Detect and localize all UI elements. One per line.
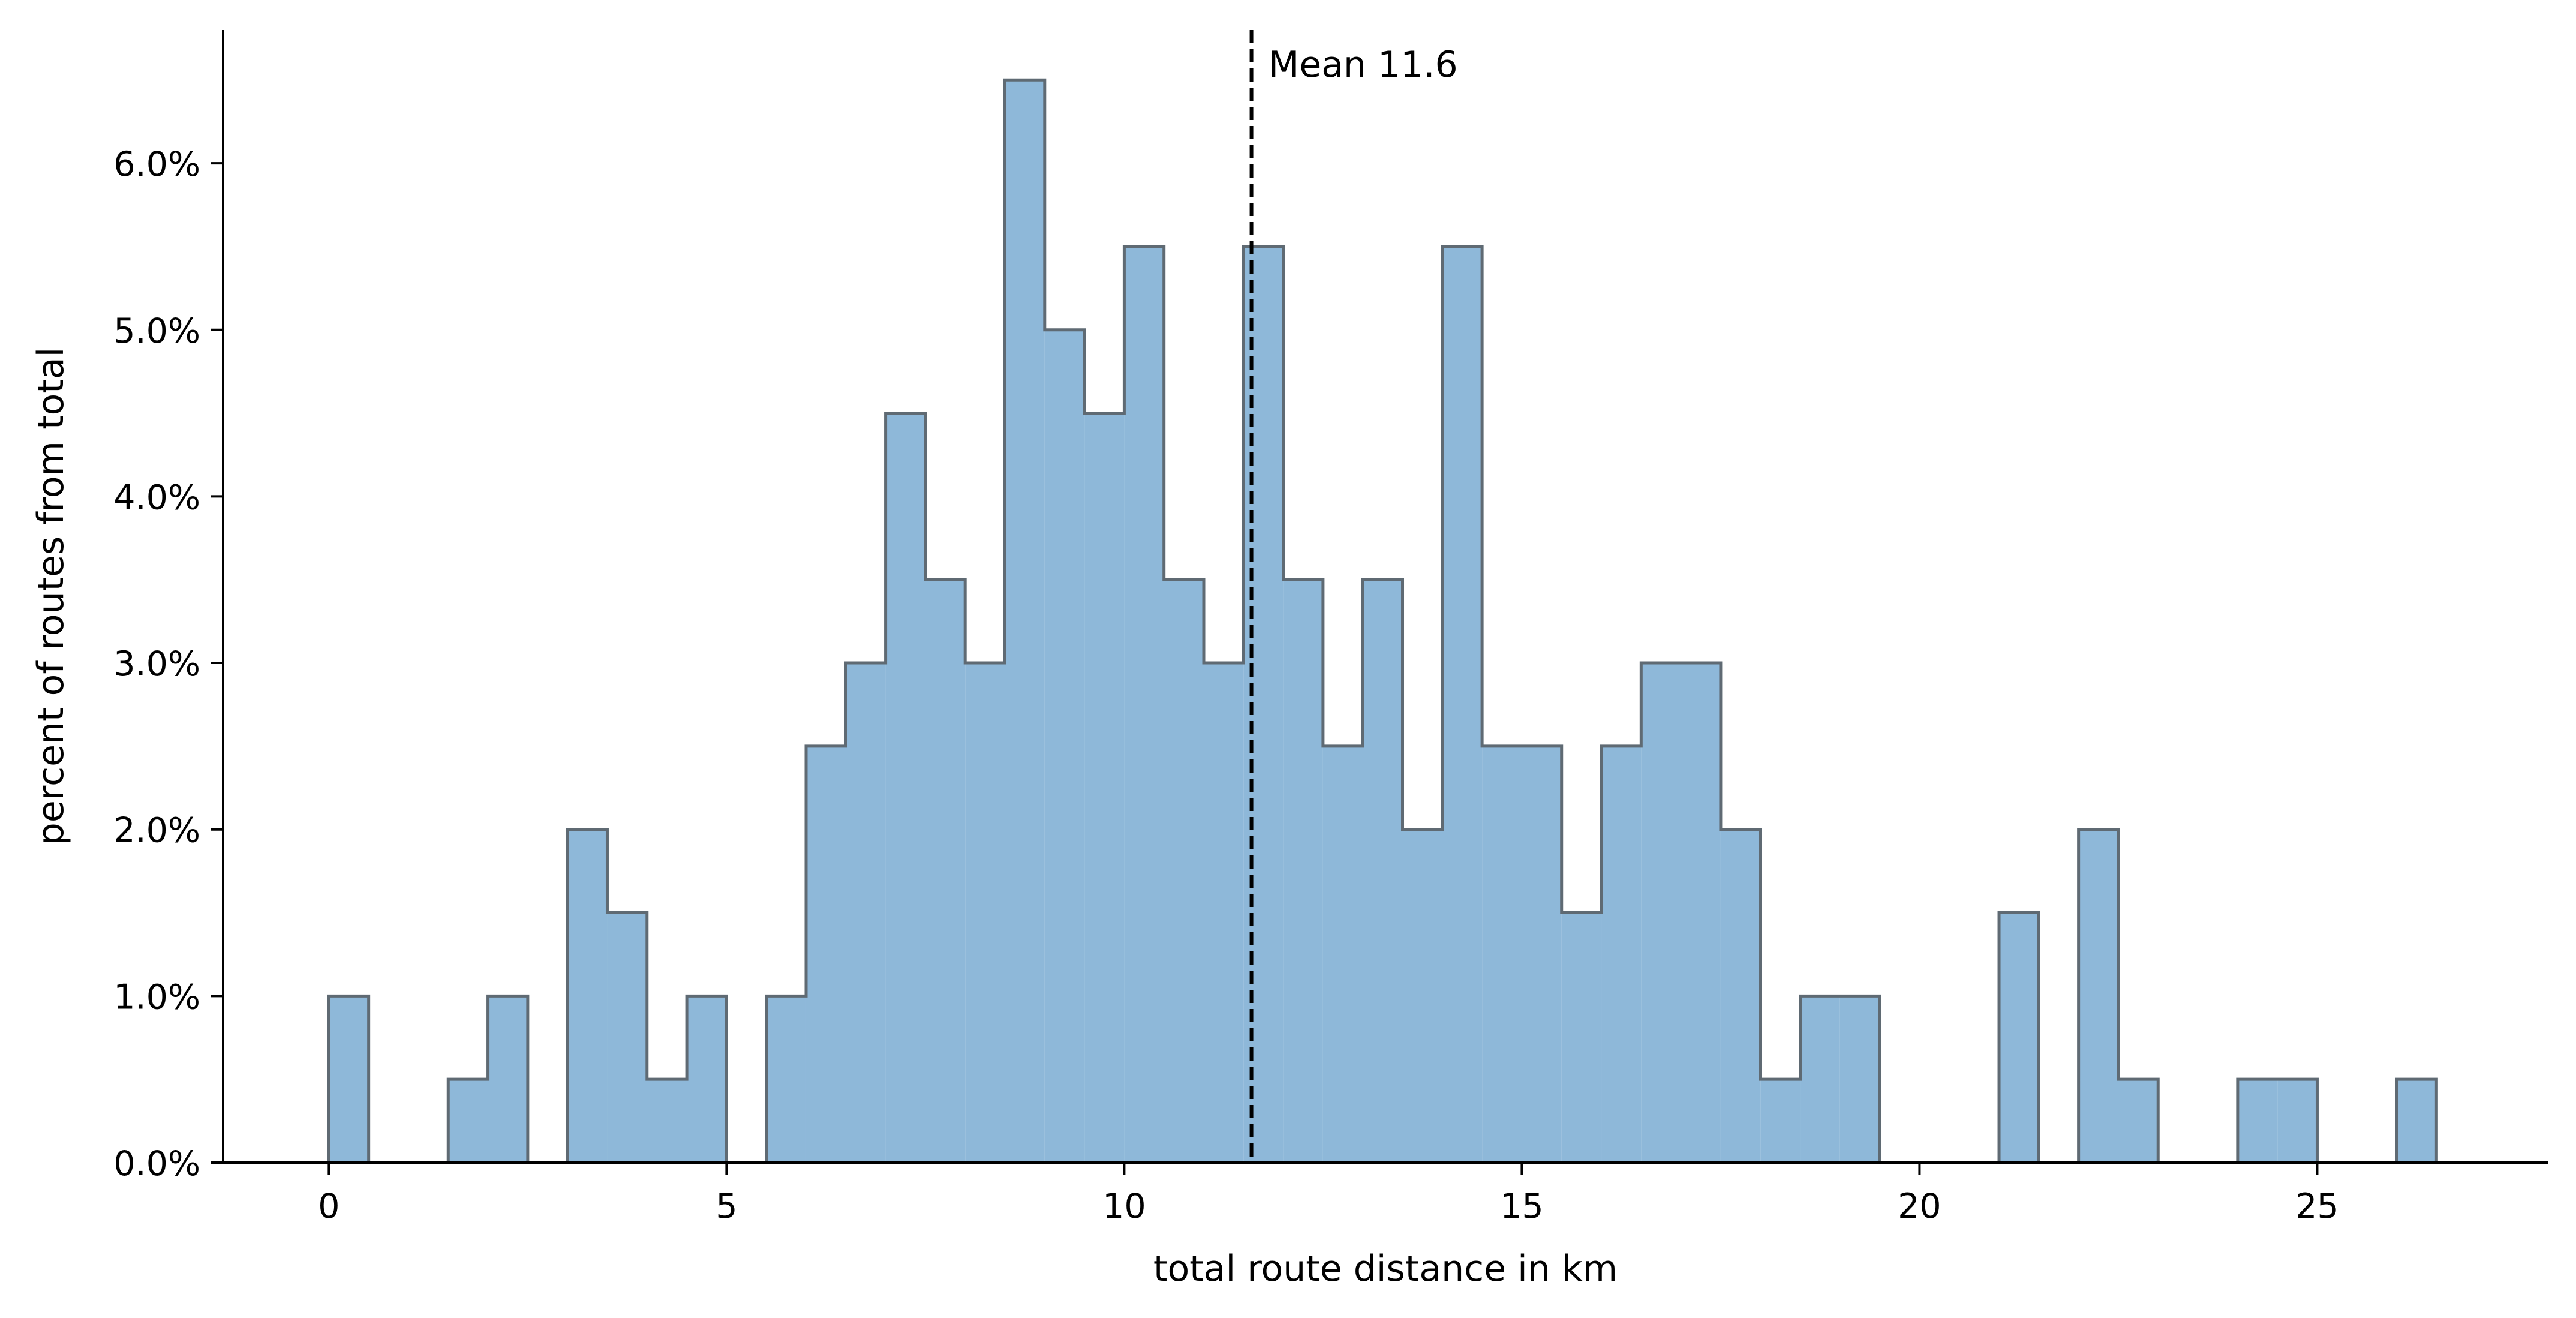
x-tick-label: 10 xyxy=(1102,1187,1146,1226)
histogram-bar xyxy=(965,663,1005,1163)
y-tick-label: 2.0% xyxy=(113,811,200,851)
histogram-bar xyxy=(1243,246,1284,1163)
histogram-bar xyxy=(1681,663,1721,1163)
histogram-bar xyxy=(1005,80,1045,1163)
histogram-bars xyxy=(327,78,2438,1164)
x-tick-label: 0 xyxy=(318,1187,339,1226)
y-tick-label: 5.0% xyxy=(113,311,200,351)
histogram-bar xyxy=(1044,329,1085,1163)
x-tick-label: 5 xyxy=(716,1187,737,1226)
histogram-bar xyxy=(846,663,886,1163)
histogram-bar xyxy=(766,996,806,1163)
histogram-bar xyxy=(2078,829,2118,1163)
histogram-bar xyxy=(1204,663,1244,1163)
histogram-bar xyxy=(329,996,369,1163)
histogram-bar xyxy=(1800,996,1840,1163)
histogram-bar xyxy=(2118,1079,2159,1163)
y-axis-label: percent of routes from total xyxy=(30,347,72,846)
histogram-bar xyxy=(1522,746,1562,1163)
histogram-bar xyxy=(885,413,925,1163)
histogram-bar xyxy=(1641,663,1681,1163)
y-axis-ticks: 0.0% 1.0% 2.0% 3.0% 4.0% 5.0% 6.0% xyxy=(113,145,223,1184)
histogram-bar xyxy=(925,580,966,1163)
histogram-bar xyxy=(488,996,528,1163)
histogram-bar xyxy=(1124,246,1164,1163)
histogram-bar xyxy=(1482,746,1522,1163)
histogram-bar xyxy=(1442,246,1483,1163)
x-tick-label: 20 xyxy=(1898,1187,1941,1226)
y-tick-label: 6.0% xyxy=(113,145,200,184)
mean-annotation: Mean 11.6 xyxy=(1249,30,1458,1163)
histogram-bar xyxy=(1283,580,1323,1163)
histogram-bar xyxy=(1084,413,1125,1163)
histogram-bar xyxy=(2277,1079,2318,1163)
y-tick-label: 0.0% xyxy=(113,1144,200,1184)
histogram-bar xyxy=(647,1079,687,1163)
x-tick-label: 25 xyxy=(2295,1187,2339,1226)
y-tick-label: 3.0% xyxy=(113,644,200,684)
histogram-bar xyxy=(1601,746,1642,1163)
histogram-bar xyxy=(567,829,608,1163)
x-axis-ticks: 0 5 10 15 20 25 xyxy=(318,1163,2339,1226)
histogram-bar xyxy=(1164,580,1204,1163)
histogram-bar xyxy=(1402,829,1442,1163)
histogram-bar xyxy=(1839,996,1880,1163)
histogram-bar xyxy=(1561,912,1602,1163)
y-tick-label: 4.0% xyxy=(113,478,200,517)
histogram-bar xyxy=(1322,746,1363,1163)
histogram-bar xyxy=(2237,1079,2278,1163)
y-tick-label: 1.0% xyxy=(113,977,200,1017)
histogram-bar xyxy=(448,1079,488,1163)
histogram-bar xyxy=(1760,1079,1801,1163)
histogram-bar xyxy=(1999,912,2039,1163)
histogram-bar xyxy=(805,746,846,1163)
mean-label: Mean 11.6 xyxy=(1269,44,1458,86)
x-tick-label: 15 xyxy=(1500,1187,1544,1226)
histogram-bar xyxy=(1363,580,1403,1163)
histogram-bar xyxy=(687,996,727,1163)
histogram-bar xyxy=(607,912,647,1163)
axes xyxy=(222,30,2548,1164)
x-axis-label: total route distance in km xyxy=(1153,1248,1618,1290)
histogram-bar xyxy=(1720,829,1761,1163)
histogram-bar xyxy=(2397,1079,2437,1163)
